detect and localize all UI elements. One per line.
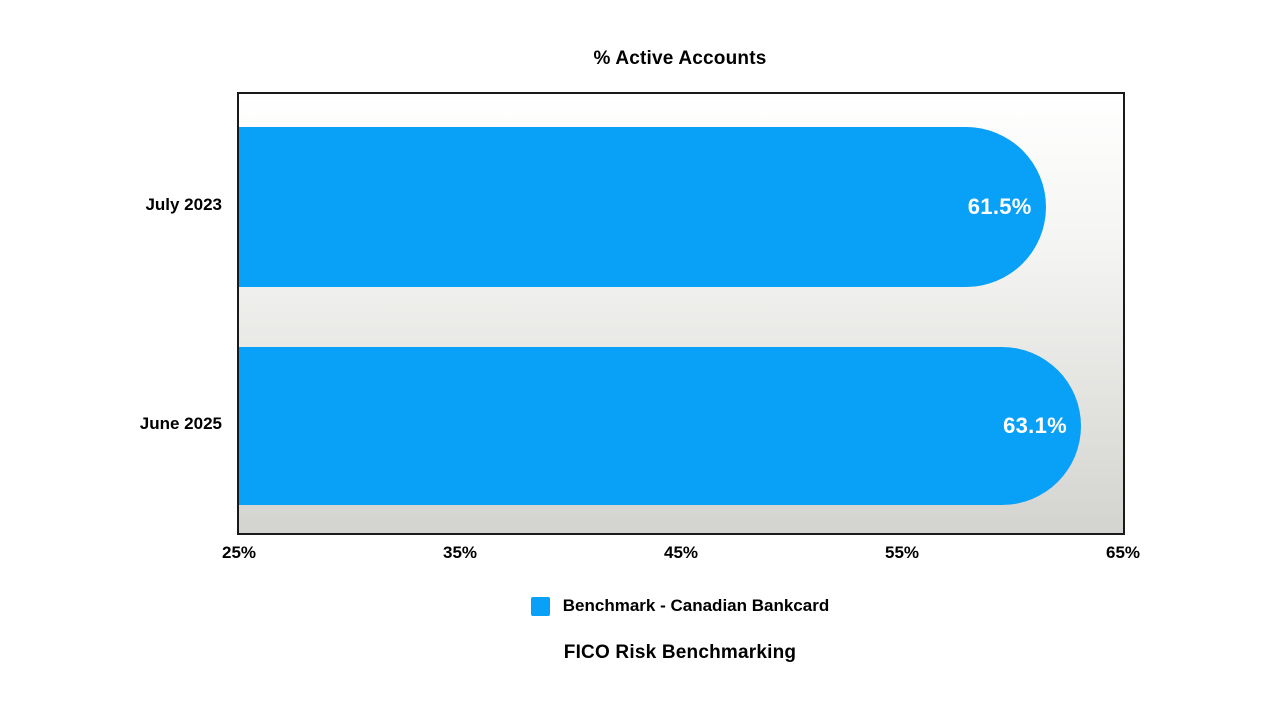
x-tick-label: 55% (884, 543, 920, 562)
bar-value-label: 63.1% (1003, 413, 1067, 438)
x-tick-label: 65% (1105, 543, 1141, 562)
chart-title: % Active Accounts (593, 48, 767, 69)
category-label: July 2023 (145, 195, 222, 214)
x-tick-label: 35% (442, 543, 478, 562)
category-label: June 2025 (139, 414, 222, 433)
x-axis: 25% 35% 45% 55% 65% (222, 543, 1140, 565)
legend: Benchmark - Canadian Bankcard (237, 596, 1123, 616)
plot-area: 61.5% 63.1% (237, 92, 1125, 535)
x-tick-label: 45% (663, 543, 699, 562)
footer-title: FICO Risk Benchmarking (563, 642, 797, 663)
bar-july-2023: 61.5% (239, 127, 1046, 287)
x-tick-label: 25% (221, 543, 257, 562)
legend-label: Benchmark - Canadian Bankcard (562, 596, 830, 615)
bar-value-label: 61.5% (967, 194, 1032, 219)
legend-swatch-icon (530, 596, 550, 616)
bar-june-2025: 63.1% (239, 347, 1081, 505)
